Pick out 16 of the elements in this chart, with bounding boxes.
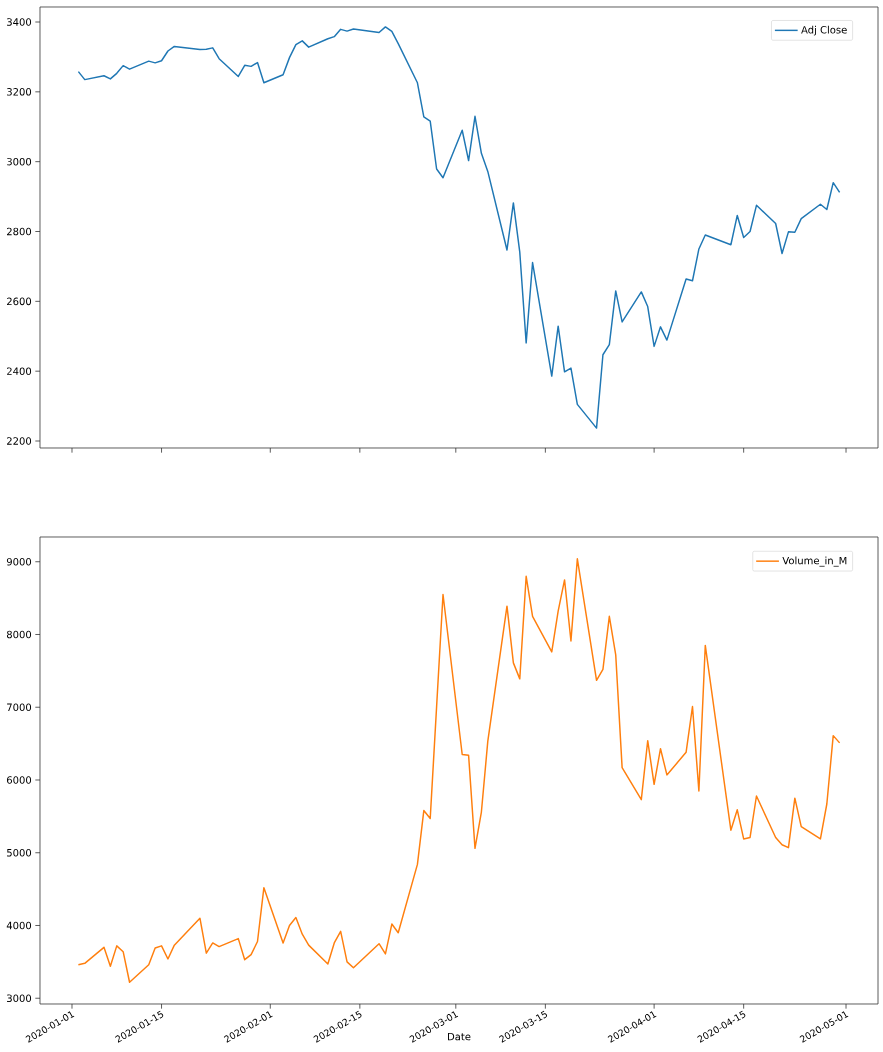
y-tick-label: 6000 [6,776,32,784]
y-tick-label: 3000 [7,157,32,166]
y-tick-label: 3200 [7,88,32,96]
legend-label: Volume_in_M [782,556,847,567]
y-tick-label: 7000 [7,703,32,712]
y-tick-label: 8000 [6,630,32,639]
y-tick-label: 5000 [7,848,32,857]
y-tick-label: 2800 [7,227,32,236]
y-tick-label: 4000 [6,921,32,930]
y-tick-label: 2400 [7,367,32,375]
y-tick-label: 2600 [7,297,32,306]
y-tick-label: 9000 [6,557,32,566]
y-tick-label: 3400 [7,18,32,26]
y-tick-label: 3000 [7,994,32,1003]
y-tick-label: 2200 [7,437,32,445]
legend-label: Adj Close [801,25,847,36]
